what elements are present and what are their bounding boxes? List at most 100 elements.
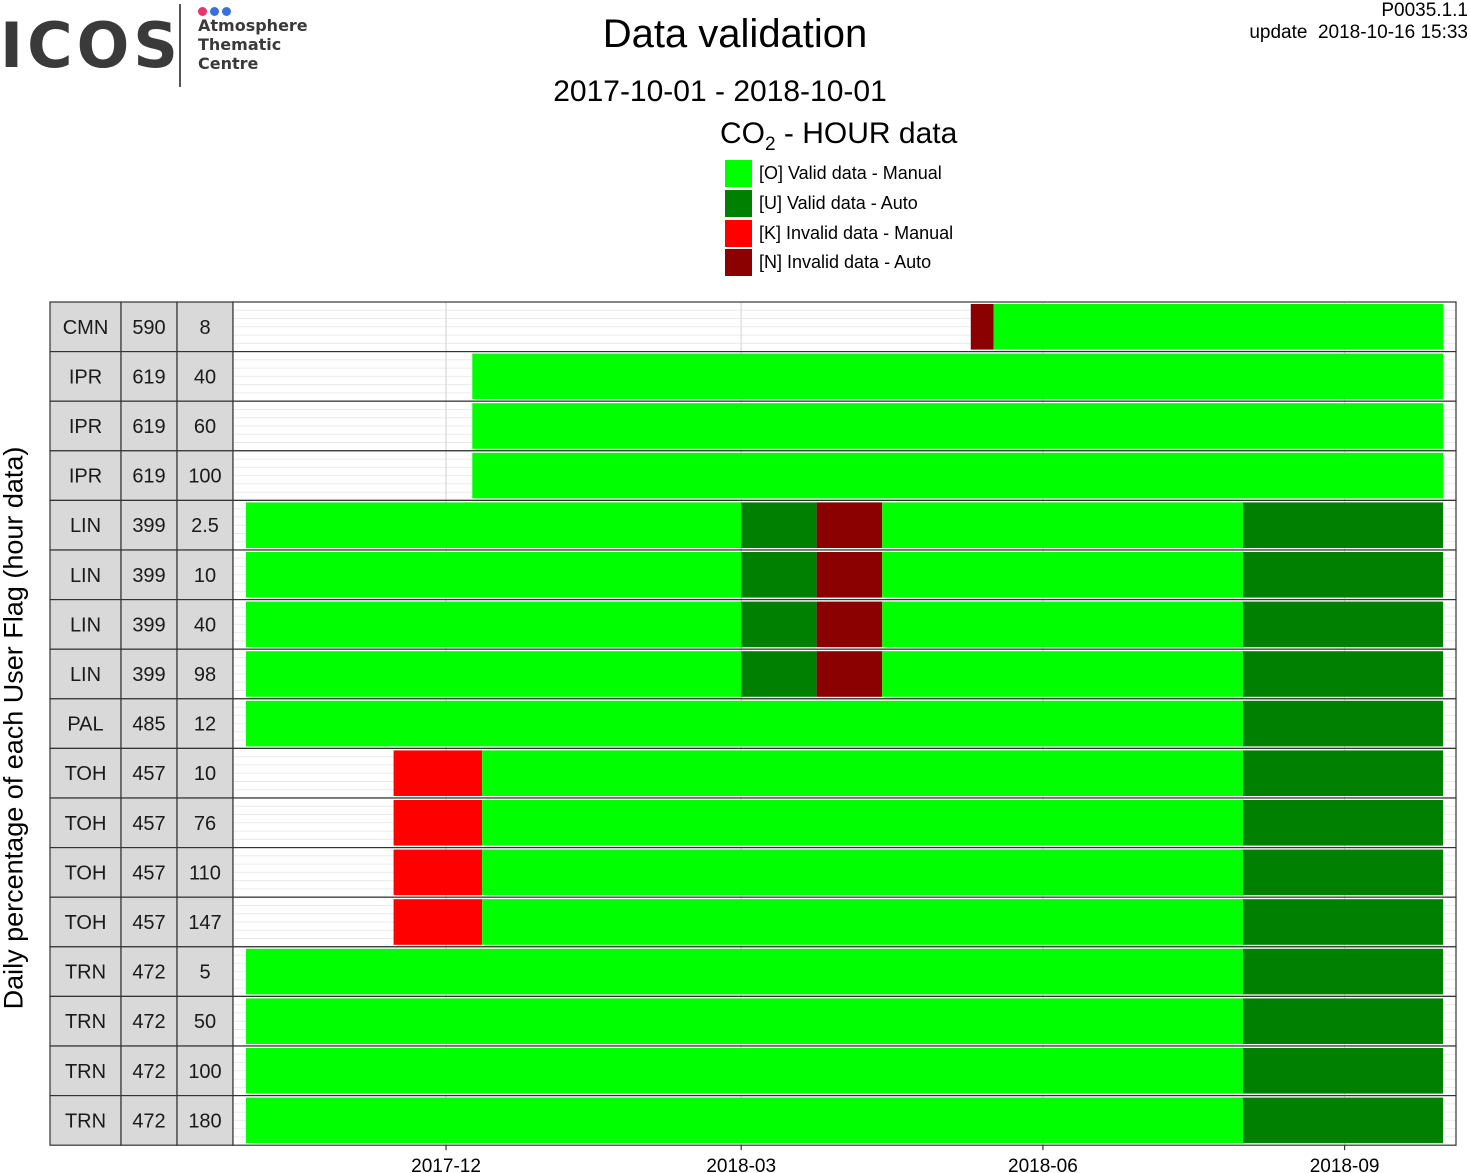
altitude-label: 457 [132, 912, 165, 934]
height-label: 180 [188, 1110, 221, 1132]
x-tick-label: 2018-09 [1310, 1156, 1380, 1173]
legend-title-subscript: 2 [765, 134, 776, 155]
altitude-label: 472 [132, 1061, 165, 1083]
strip-box [120, 549, 178, 601]
flag-segment-O [246, 1097, 1243, 1144]
x-tick-label: 2018-03 [706, 1156, 776, 1173]
strip-box [176, 351, 234, 402]
flag-segment-K [393, 899, 483, 945]
altitude-label: 457 [132, 763, 165, 785]
x-tick-label: 2018-06 [1008, 1156, 1078, 1173]
legend-label-N: [N] Invalid data - Auto [759, 252, 932, 272]
logo-dot-3 [222, 7, 231, 16]
strip-box [120, 648, 178, 700]
logo-subtitle: Atmosphere Thematic Centre [198, 16, 308, 73]
flag-segment-K [393, 849, 483, 896]
flag-segment-O [246, 700, 1243, 747]
panel-border [232, 1094, 1457, 1146]
flag-segment-U [1242, 1048, 1443, 1094]
altitude-label: 399 [132, 614, 165, 636]
height-label: 110 [189, 862, 221, 884]
flag-segment-N [970, 304, 994, 350]
logo-dots [198, 3, 234, 21]
flag-segment-U [741, 502, 817, 548]
station-label: TRN [65, 1011, 106, 1033]
strip-box [49, 1094, 122, 1146]
panel-pal-12: PAL 485 12 [49, 698, 1457, 749]
height-label: 147 [188, 912, 221, 934]
strip-box [176, 1045, 234, 1097]
station-label: IPR [69, 416, 102, 438]
strip-box [120, 846, 178, 898]
strip-box [49, 896, 122, 948]
height-label: 40 [194, 614, 216, 636]
legend-swatch-N [725, 249, 752, 276]
height-label: 98 [194, 664, 216, 686]
flag-segment-K [393, 800, 483, 846]
panel-toh-10: TOH 457 10 [49, 747, 1457, 799]
strip-box [49, 1045, 122, 1097]
height-label: 50 [194, 1011, 216, 1033]
logo-divider [179, 4, 181, 87]
strip-box [120, 1045, 178, 1097]
panel-cmn-8: CMN 590 8 [49, 301, 1457, 353]
logo-dot-1 [198, 7, 207, 16]
altitude-label: 472 [132, 962, 165, 984]
legend-swatch-O [725, 160, 752, 187]
flag-segment-U [1242, 502, 1443, 548]
logo-line-1: Atmosphere [198, 16, 308, 35]
strip-box [49, 301, 122, 353]
height-label: 76 [194, 813, 216, 835]
flag-segment-O [482, 800, 1243, 846]
flag-segment-U [1242, 899, 1443, 945]
flag-segment-O [882, 601, 1243, 648]
x-tick-label: 2017-12 [411, 1156, 481, 1173]
strip-box [49, 797, 122, 849]
strip-box [176, 598, 234, 650]
strip-box [120, 1094, 178, 1146]
strip-box [49, 450, 122, 501]
logo-wordmark: ICOS [0, 9, 182, 82]
panel-ipr-40: IPR 619 40 [49, 351, 1457, 402]
altitude-label: 485 [132, 714, 165, 736]
altitude-label: 619 [132, 366, 165, 388]
strip-box [49, 400, 122, 452]
strip-box [49, 946, 122, 997]
strip-box [120, 698, 178, 749]
panel-trn-50: TRN 472 50 [49, 995, 1457, 1047]
height-label: 12 [194, 714, 216, 736]
legend-swatch-K [725, 220, 752, 247]
legend-swatch-U [725, 190, 752, 217]
panel-trn-180: TRN 472 180 [49, 1094, 1457, 1146]
station-label: IPR [69, 366, 102, 388]
flag-segment-O [246, 552, 742, 598]
flag-segment-O [246, 998, 1243, 1044]
panel-lin-40: LIN 399 40 [49, 598, 1457, 650]
altitude-label: 590 [132, 317, 165, 339]
height-label: 60 [194, 416, 216, 438]
flag-segment-U [1242, 651, 1443, 697]
flag-segment-N [816, 502, 883, 548]
panel-trn-100: TRN 472 100 [49, 1045, 1457, 1097]
strip-box [49, 747, 122, 799]
station-label: TRN [65, 1061, 106, 1083]
altitude-label: 399 [132, 565, 165, 587]
panel-toh-76: TOH 457 76 [49, 797, 1457, 849]
station-label: TOH [65, 813, 107, 835]
height-label: 100 [188, 466, 221, 488]
legend-label-U: [U] Valid data - Auto [759, 193, 918, 213]
strip-box [176, 995, 234, 1047]
legend-label-O: [O] Valid data - Manual [759, 163, 942, 183]
station-label: TOH [65, 862, 107, 884]
chart-title: Data validation [602, 12, 868, 56]
flag-segment-O [882, 651, 1243, 697]
flag-segment-U [1242, 1097, 1443, 1144]
panel-trn-5: TRN 472 5 [49, 946, 1457, 997]
strip-box [176, 747, 234, 799]
height-label: 10 [194, 565, 216, 587]
flag-segment-O [482, 849, 1243, 896]
flag-segment-K [393, 750, 483, 796]
strip-box [120, 301, 178, 353]
panel-lin-10: LIN 399 10 [49, 549, 1457, 601]
